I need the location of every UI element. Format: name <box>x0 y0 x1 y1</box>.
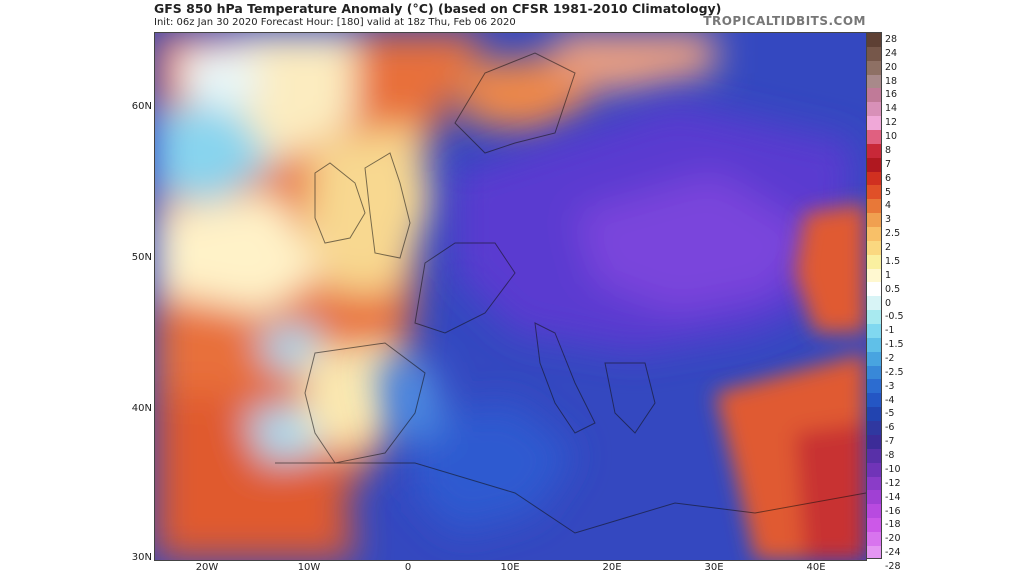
colorbar-tick-label: 0 <box>885 297 892 309</box>
colorbar-tick-label: -12 <box>885 477 901 489</box>
colorbar-tick-label: -2.5 <box>885 366 904 378</box>
colorbar-segment <box>867 282 881 297</box>
colorbar-segment <box>867 199 881 214</box>
lon-label-10e: 10E <box>500 562 520 573</box>
colorbar-tick-label: -14 <box>885 491 901 503</box>
colorbar-segment <box>867 490 881 505</box>
colorbar-segment <box>867 351 881 366</box>
colorbar-segment <box>867 33 881 47</box>
colorbar-segment <box>867 310 881 325</box>
colorbar-segment <box>867 268 881 283</box>
colorbar-segment <box>867 46 881 61</box>
colorbar-tick-label: 16 <box>885 89 898 101</box>
colorbar-segment <box>867 130 881 144</box>
colorbar-tick-label: 6 <box>885 172 892 184</box>
colorbar-segment <box>867 379 881 394</box>
colorbar-segment <box>867 240 881 255</box>
colorbar-segment <box>867 296 881 311</box>
colorbar-tick-label: -10 <box>885 463 901 475</box>
colorbar-segment <box>867 88 881 103</box>
colorbar-tick-label: -6 <box>885 422 895 434</box>
colorbar-tick-label: 8 <box>885 144 892 156</box>
lon-label-20w: 20W <box>195 562 219 573</box>
colorbar-tick-label: -18 <box>885 519 901 531</box>
map-title: GFS 850 hPa Temperature Anomaly (°C) (ba… <box>154 1 722 16</box>
colorbar-tick-label: 24 <box>885 47 898 59</box>
colorbar-tick-label: -1.5 <box>885 339 904 351</box>
colorbar-tick-label: 28 <box>885 34 898 45</box>
colorbar-tick-label: -8 <box>885 450 895 462</box>
colorbar-segment <box>867 518 881 532</box>
colorbar-segment <box>867 504 881 519</box>
colorbar-tick-label: -3 <box>885 380 895 392</box>
colorbar-segment <box>867 74 881 89</box>
colorbar-segment <box>867 143 881 158</box>
colorbar-segment <box>867 407 881 422</box>
colorbar-segment <box>867 434 881 449</box>
colorbar-segment <box>867 185 881 200</box>
colorbar-segment <box>867 116 881 131</box>
lon-label-0: 0 <box>404 562 412 573</box>
colorbar <box>866 32 882 559</box>
lat-label-60n: 60N <box>131 101 152 112</box>
colorbar-tick-label: 5 <box>885 186 892 198</box>
colorbar-tick-label: 4 <box>885 200 892 212</box>
lon-label-20e: 20E <box>602 562 622 573</box>
colorbar-tick-label: 12 <box>885 117 898 129</box>
colorbar-segment <box>867 393 881 408</box>
colorbar-segment <box>867 157 881 172</box>
colorbar-tick-label: -4 <box>885 394 895 406</box>
colorbar-segment <box>867 213 881 228</box>
colorbar-tick-label: 1 <box>885 269 892 281</box>
anomaly-field <box>155 33 866 560</box>
colorbar-tick-label: -0.5 <box>885 311 904 323</box>
anomaly-map <box>154 32 867 561</box>
colorbar-tick-label: -28 <box>885 561 901 572</box>
colorbar-tick-label: -5 <box>885 408 895 420</box>
colorbar-tick-label: -24 <box>885 547 901 559</box>
colorbar-segment <box>867 324 881 338</box>
colorbar-segment <box>867 227 881 241</box>
colorbar-tick-label: 1.5 <box>885 255 901 267</box>
colorbar-tick-label: 18 <box>885 75 898 87</box>
lat-label-30n: 30N <box>131 552 152 563</box>
colorbar-tick-label: 0.5 <box>885 283 901 295</box>
colorbar-segment <box>867 421 881 435</box>
colorbar-segment <box>867 337 881 352</box>
lat-label-50n: 50N <box>131 252 152 263</box>
colorbar-tick-label: 14 <box>885 103 898 115</box>
site-brand: TROPICALTIDBITS.COM <box>703 14 866 28</box>
colorbar-segment <box>867 476 881 491</box>
colorbar-segment <box>867 171 881 186</box>
colorbar-segment <box>867 448 881 463</box>
colorbar-tick-label: 20 <box>885 61 898 73</box>
colorbar-segment <box>867 531 881 546</box>
lon-label-40e: 40E <box>806 562 826 573</box>
lon-label-10w: 10W <box>297 562 321 573</box>
colorbar-segment <box>867 60 881 75</box>
lon-label-30e: 30E <box>704 562 724 573</box>
lat-label-40n: 40N <box>131 403 152 414</box>
colorbar-tick-label: -7 <box>885 436 895 448</box>
colorbar-tick-label: -20 <box>885 533 901 545</box>
colorbar-segment <box>867 365 881 380</box>
colorbar-tick-label: 7 <box>885 158 892 170</box>
forecast-info: Init: 06z Jan 30 2020 Forecast Hour: [18… <box>154 17 516 28</box>
colorbar-tick-label: 3 <box>885 214 892 226</box>
colorbar-tick-label: 2.5 <box>885 228 901 240</box>
colorbar-tick-label: 2 <box>885 242 892 254</box>
colorbar-tick-label: -1 <box>885 325 895 337</box>
colorbar-segment <box>867 102 881 117</box>
colorbar-tick-label: -2 <box>885 352 895 364</box>
colorbar-segment <box>867 545 881 558</box>
colorbar-segment <box>867 462 881 477</box>
colorbar-segment <box>867 254 881 269</box>
colorbar-tick-label: 10 <box>885 131 898 143</box>
colorbar-tick-label: -16 <box>885 505 901 517</box>
